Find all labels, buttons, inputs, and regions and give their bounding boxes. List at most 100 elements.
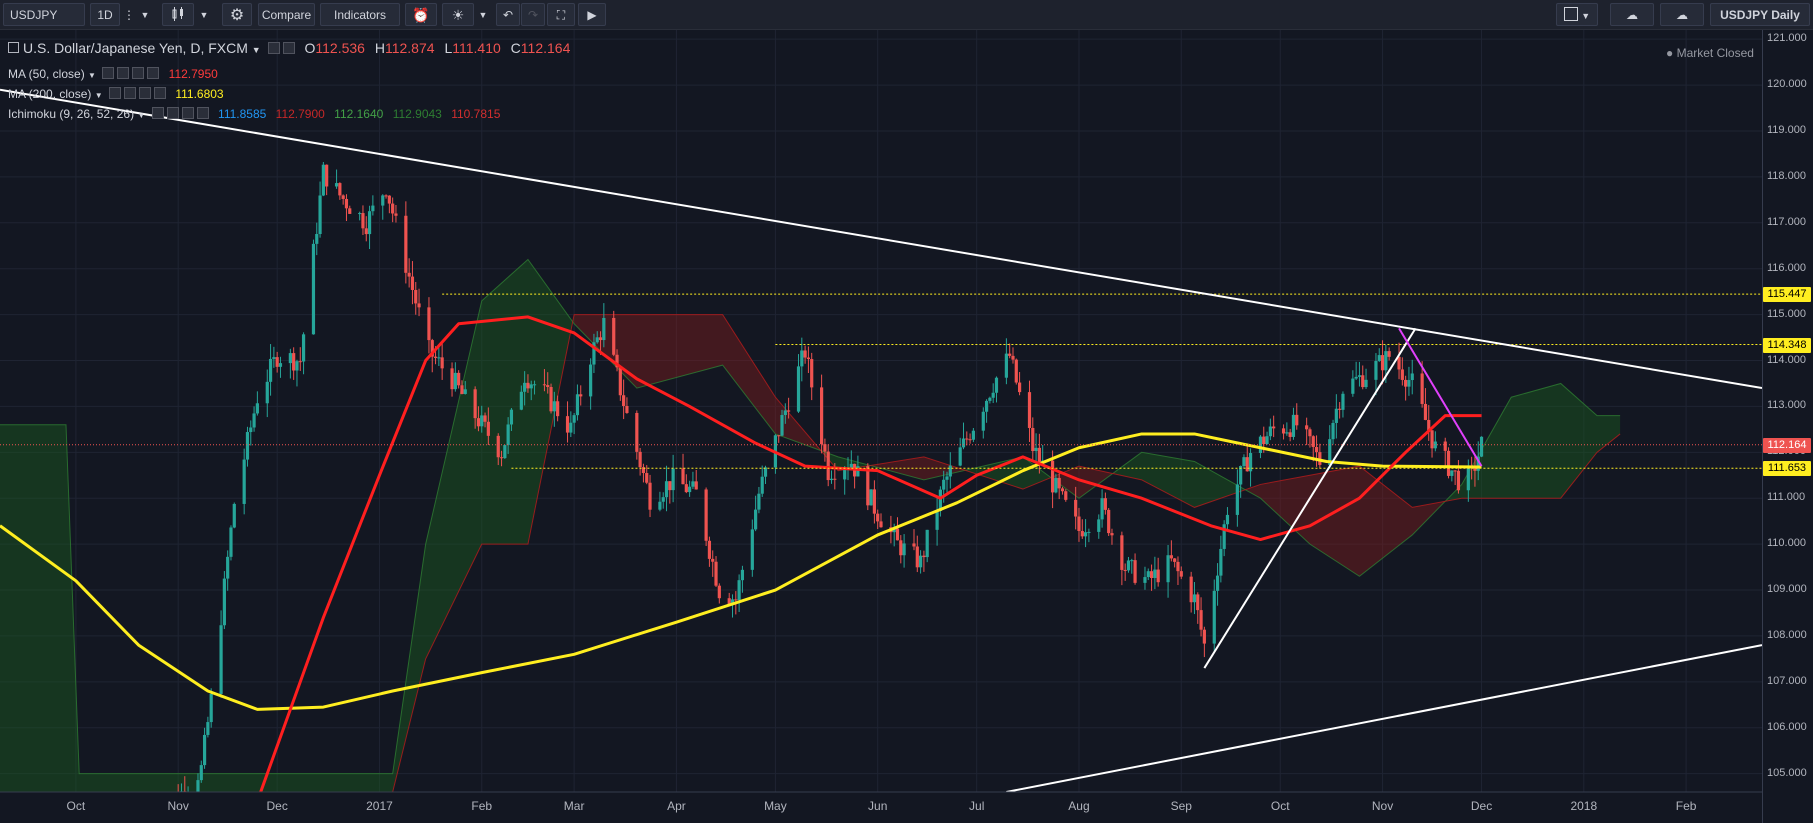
ma200-label: MA (200, close) [8, 87, 92, 101]
candle-down [1314, 447, 1319, 453]
candle-down [579, 394, 583, 397]
collapse-icon[interactable] [8, 42, 19, 53]
candle-up [740, 569, 745, 581]
candle-up [988, 397, 992, 401]
eye-icon[interactable] [151, 107, 164, 119]
fullscreen-button[interactable]: ⛶ [547, 3, 575, 26]
time-tick-label: Dec [1471, 799, 1492, 813]
candle-down [1077, 516, 1081, 532]
candle-down [866, 466, 870, 506]
undo-button[interactable]: ↶ [496, 3, 520, 26]
ichimoku-value-span-a: 112.9043 [392, 107, 442, 121]
settings-icon[interactable] [117, 67, 130, 79]
candle-up [1334, 408, 1338, 423]
candle-down [473, 389, 477, 419]
indicators-button[interactable]: Indicators [320, 3, 400, 26]
candle-down [1027, 392, 1032, 428]
compare-button[interactable]: Compare [258, 3, 315, 26]
eye-icon[interactable] [267, 42, 280, 54]
kumo-segment [871, 456, 967, 480]
close-icon[interactable] [196, 107, 209, 119]
close-icon[interactable] [147, 67, 160, 79]
candle-up [232, 503, 236, 528]
market-status-text: Market Closed [1676, 46, 1754, 60]
close-icon[interactable] [153, 87, 166, 99]
candle-down [777, 435, 781, 437]
eye-icon[interactable] [102, 67, 115, 79]
layout-button[interactable]: ▼ [1556, 3, 1598, 26]
candle-down [549, 386, 553, 412]
cloud-upload-icon: ☁ [1676, 8, 1688, 22]
candle-down [734, 599, 738, 601]
time-tick-label: Mar [564, 799, 585, 813]
layout-name[interactable]: USDJPY Daily [1710, 3, 1810, 26]
candle-down [1443, 441, 1447, 451]
replay-button[interactable]: ▶ [578, 3, 606, 26]
interval-menu-icon[interactable]: ⋮ [123, 8, 135, 22]
settings-icon[interactable] [282, 42, 295, 54]
candle-up [1146, 571, 1150, 578]
candle-up [301, 334, 306, 362]
trendline [1398, 327, 1483, 467]
ideas-button[interactable]: ☀ [442, 3, 474, 26]
candle-up [202, 734, 207, 766]
symbol-search[interactable]: USDJPY [3, 3, 85, 26]
candle-down [394, 213, 398, 216]
time-tick-label: Jul [969, 799, 984, 813]
price-axis[interactable]: 121.000 120.000 119.000 118.000 117.000 116.0… [1762, 30, 1813, 823]
chevron-down-icon[interactable]: ▼ [94, 91, 103, 100]
settings-icon[interactable] [166, 107, 179, 119]
candle-up [984, 400, 989, 412]
candle-up [453, 372, 457, 390]
candle-up [315, 234, 319, 244]
moving-averages [0, 315, 1482, 802]
time-tick-label: Apr [667, 799, 686, 813]
save-layout-button[interactable]: ☁ [1660, 3, 1704, 26]
candle-down [298, 361, 302, 363]
candle-down [704, 489, 708, 541]
time-axis-bg [0, 792, 1762, 823]
chevron-down-icon[interactable]: ▼ [199, 10, 209, 20]
candle-down [1156, 569, 1160, 583]
candle-down [635, 412, 639, 452]
time-tick-label: Oct [67, 799, 86, 813]
price-chart[interactable]: Oct Nov Dec 2017 Feb Mar Apr May Jun Jul Aug Sep Oct… [0, 30, 1762, 823]
candle-up [1222, 524, 1226, 549]
candle-up [1377, 355, 1381, 361]
ichimoku-value-base: 112.7900 [275, 107, 325, 121]
load-layout-button[interactable]: ☁ [1610, 3, 1654, 26]
price-tick-label: 117.000 [1767, 215, 1806, 228]
plus-icon[interactable] [132, 67, 145, 79]
candle-down [1245, 457, 1249, 472]
price-tick-label: 106.000 [1767, 720, 1807, 733]
candle-down [1453, 470, 1457, 472]
kumo-segment [0, 259, 575, 792]
redo-button[interactable]: ↷ [521, 3, 545, 26]
kumo-segment [574, 314, 822, 452]
chevron-down-icon[interactable]: ▼ [88, 71, 96, 80]
price-tick-label: 120.000 [1767, 78, 1807, 91]
candle-down [404, 215, 408, 273]
chevron-down-icon[interactable]: ▼ [140, 10, 150, 20]
candle-up [1004, 353, 1008, 378]
candle-up [311, 243, 316, 335]
candle-up [589, 364, 593, 397]
candle-down [1446, 450, 1451, 476]
settings-icon[interactable] [123, 87, 136, 99]
settings-button[interactable]: ⚙ [222, 3, 252, 26]
candle-down [717, 585, 721, 599]
plus-icon[interactable] [181, 107, 194, 119]
chevron-down-icon[interactable]: ▼ [251, 45, 261, 55]
candle-down [476, 418, 481, 427]
chevron-down-icon[interactable]: ▼ [137, 111, 146, 120]
candle-down [648, 482, 652, 510]
interval-button[interactable]: 1D [90, 3, 120, 26]
eye-icon[interactable] [108, 87, 121, 99]
chevron-down-icon[interactable]: ▼ [478, 10, 488, 20]
candle-down [499, 457, 504, 459]
candle-down [727, 598, 731, 605]
candle-up [664, 481, 669, 498]
plus-icon[interactable] [138, 87, 151, 99]
candle-style-button[interactable] [162, 3, 194, 26]
alert-button[interactable]: ⏰ [405, 3, 437, 26]
